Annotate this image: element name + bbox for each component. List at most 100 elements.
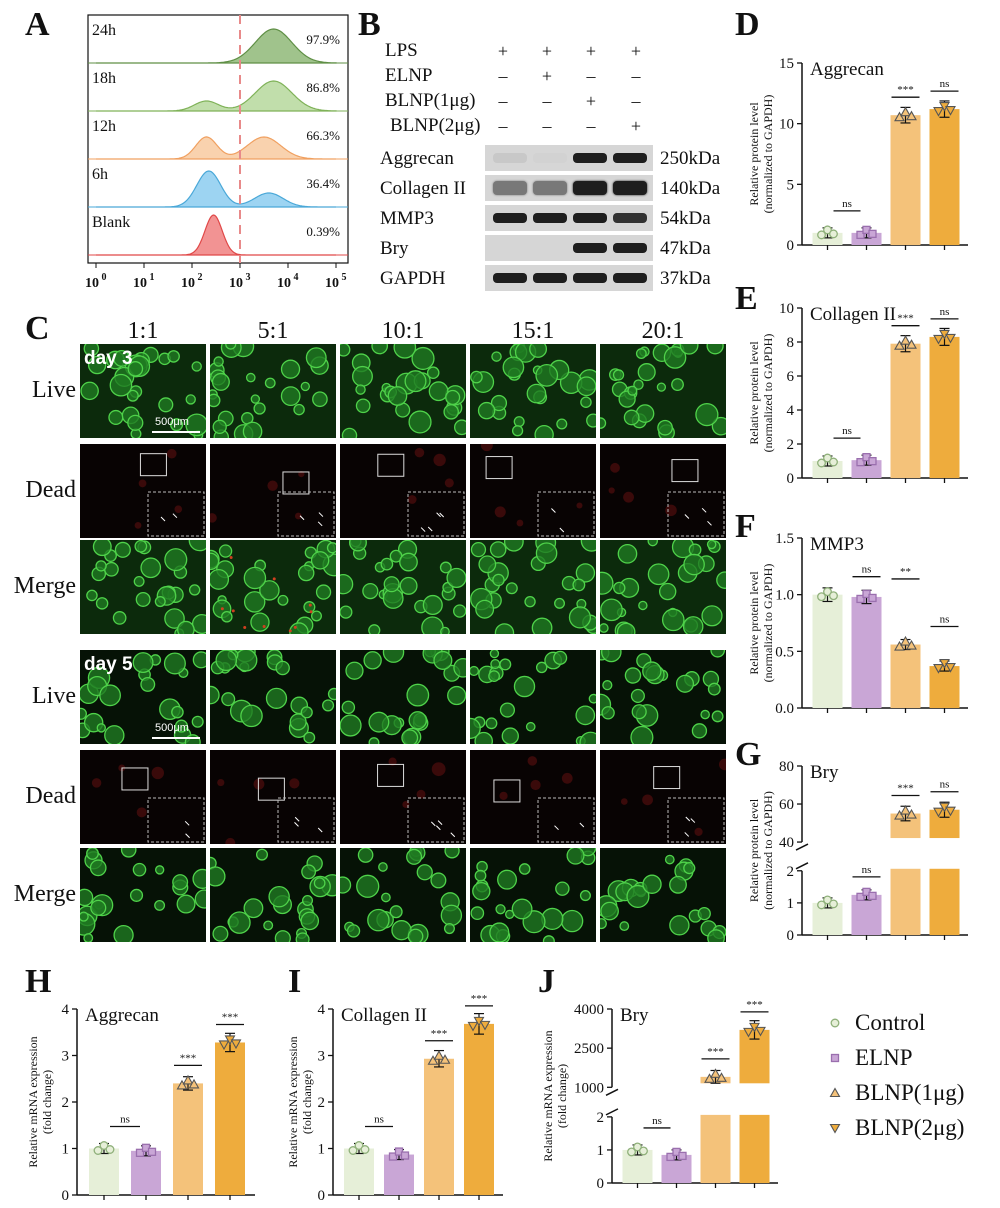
arrow-mark (707, 520, 712, 526)
cell-spheroid (213, 356, 224, 367)
cell-spheroid (426, 366, 440, 379)
cell-spheroid (447, 685, 466, 706)
y-tick-label: 1 (62, 1142, 70, 1158)
cell-spheroid (518, 863, 531, 875)
dead-cell-dot (293, 625, 297, 629)
dead-stain-image (210, 444, 336, 538)
cell-spheroid (716, 571, 726, 589)
cell-spheroid (355, 384, 366, 395)
cell-spheroid (381, 892, 391, 903)
data-point (105, 1145, 115, 1154)
condition-sign: – (586, 116, 596, 136)
micrograph (340, 650, 466, 744)
cell-spheroid (492, 573, 505, 587)
condition-sign: + (630, 116, 642, 136)
cell-spheroid (210, 393, 221, 408)
cell-spheroid (280, 386, 301, 407)
inset-frame (667, 797, 725, 843)
cell-spheroid (164, 608, 185, 629)
scale-bar-label: 500μm (155, 722, 189, 734)
bar (851, 596, 882, 708)
blot-band (613, 213, 647, 223)
cell-spheroid (579, 731, 596, 744)
faint-spot (694, 827, 703, 836)
blot-kda-label: 140kDa (660, 178, 721, 199)
micrograph (600, 650, 726, 744)
micrograph (600, 444, 726, 538)
cell-spheroid (630, 725, 654, 744)
data-point (743, 1027, 754, 1038)
chart-ylabel: Relative protein level (747, 798, 761, 902)
cell-spheroid (127, 414, 144, 431)
cell-spheroid (174, 719, 189, 733)
micrograph-background (210, 750, 336, 844)
condition-sign: + (497, 41, 509, 61)
cell-spheroid (453, 658, 466, 678)
data-point (710, 1068, 721, 1078)
cell-spheroid (579, 890, 591, 902)
legend-marker-icon (829, 1087, 841, 1098)
live-stain-image (600, 344, 726, 438)
chart-i-collagen-mrna: Relative mRNA expression (fold change) Col… (286, 993, 503, 1204)
micrograph (340, 344, 466, 438)
cell-spheroid (630, 688, 645, 703)
y-tick-label: 2 (62, 1095, 70, 1111)
data-point (400, 1151, 410, 1160)
arrow-mark (579, 822, 585, 828)
zoom-box (653, 766, 681, 790)
significance-label: *** (897, 313, 914, 325)
cell-spheroid (185, 413, 206, 437)
cell-spheroid (470, 541, 487, 558)
micrograph-background (600, 750, 726, 844)
y-tick-label: 0 (318, 1188, 326, 1204)
flow-xtick-label: 10 (277, 276, 291, 291)
day-label: day 5 (84, 654, 133, 675)
cell-spheroid (707, 929, 725, 942)
blot-band (533, 273, 567, 283)
dead-stain-image (340, 750, 466, 844)
chart-e-collagen-protein: Relative protein level (normalized to GAP… (747, 301, 968, 487)
cell-spheroid (501, 727, 519, 744)
condition-sign: – (498, 91, 508, 111)
cell-spheroid (245, 372, 256, 383)
data-point (900, 635, 911, 646)
significance-label: *** (471, 993, 488, 1005)
merge-stain-image (210, 848, 336, 942)
cell-spheroid (259, 580, 280, 601)
condition-sign: + (630, 41, 642, 61)
cell-spheroid (368, 737, 380, 744)
faint-spot (166, 448, 177, 459)
cell-spheroid (132, 652, 154, 674)
inset-frame (407, 491, 465, 537)
cell-spheroid (470, 717, 481, 740)
data-point (633, 1142, 642, 1152)
cell-spheroid (135, 591, 151, 607)
cell-spheroid (669, 915, 690, 936)
cell-spheroid (194, 889, 206, 909)
cell-spheroid (572, 578, 586, 592)
y-tick-label: 6 (787, 369, 795, 385)
data-point (360, 1145, 370, 1154)
significance-label: ns (652, 1115, 662, 1127)
cell-spheroid (167, 350, 180, 363)
y-tick-label: 2 (787, 864, 795, 880)
cell-spheroid (600, 598, 623, 622)
panel-label-g: G (735, 736, 762, 773)
faint-spot (388, 757, 397, 766)
micrograph (80, 848, 206, 942)
micrograph (80, 444, 206, 538)
significance-label: ** (900, 566, 911, 578)
data-point (639, 1146, 648, 1156)
blot-band (573, 243, 607, 253)
cell-spheroid (95, 560, 107, 572)
cell-spheroid (140, 557, 162, 579)
cell-spheroid (647, 540, 658, 547)
micrograph (470, 540, 596, 634)
ratio-column-label: 10:1 (381, 318, 425, 344)
cell-spheroid (363, 651, 382, 670)
data-point (906, 339, 917, 349)
cell-spheroid (362, 582, 379, 600)
y-tick-label: 2 (318, 1095, 326, 1111)
cell-spheroid (163, 652, 186, 675)
cell-spheroid (215, 650, 238, 672)
